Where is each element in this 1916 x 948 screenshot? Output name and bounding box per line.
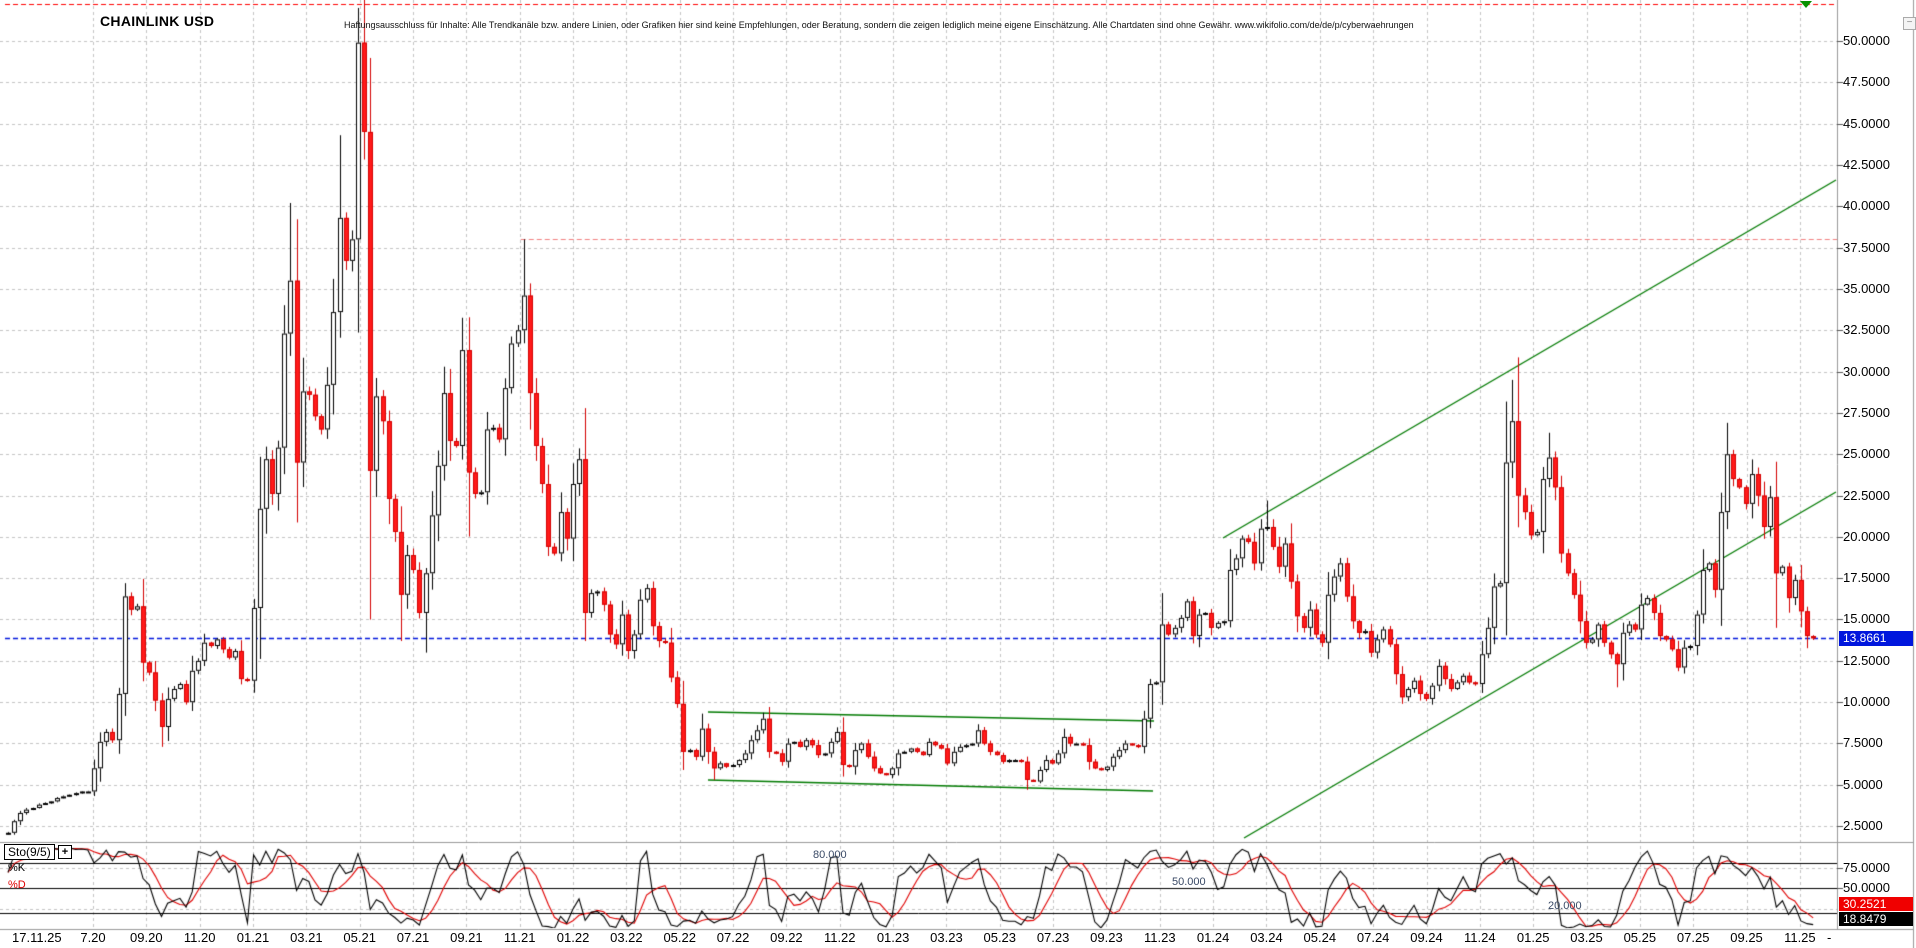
time-axis-label: 01.22 bbox=[556, 930, 590, 945]
time-axis-label: 05.25 bbox=[1623, 930, 1657, 945]
time-axis-label: 11.23 bbox=[1144, 930, 1176, 945]
stoch-k-legend: %K bbox=[8, 862, 26, 874]
time-axis-label: 11.22 bbox=[823, 930, 856, 945]
time-axis-label: 07.21 bbox=[396, 930, 430, 945]
stoch-d-value-tag: 30.2521 bbox=[1839, 897, 1913, 911]
time-axis-label: 09.21 bbox=[450, 930, 483, 945]
time-axis-label: - bbox=[1827, 930, 1832, 945]
time-axis-label: 11.24 bbox=[1464, 930, 1496, 945]
price-axis-label: 40.0000 bbox=[1843, 198, 1890, 214]
time-axis-label: 07.22 bbox=[716, 930, 750, 945]
price-axis-label: 2.5000 bbox=[1843, 818, 1883, 834]
time-axis-label: 17.11.25 bbox=[12, 930, 62, 945]
price-axis-label: 15.0000 bbox=[1843, 611, 1890, 627]
time-axis-label: 01.21 bbox=[236, 930, 270, 945]
chart-title: CHAINLINK USD bbox=[100, 13, 215, 29]
price-axis-label: 32.5000 bbox=[1843, 322, 1890, 338]
time-axis-label: 03.24 bbox=[1250, 930, 1283, 945]
time-axis-label: 07.25 bbox=[1676, 930, 1710, 945]
time-axis-label: 11.21 bbox=[503, 930, 536, 945]
disclaimer-text: Haftungsausschluss für Inhalte: Alle Tre… bbox=[344, 20, 1414, 30]
stoch-k-value-tag: 18.8479 bbox=[1839, 912, 1913, 926]
price-axis-label: 35.0000 bbox=[1843, 280, 1890, 296]
collapse-panel-icon[interactable]: − bbox=[1903, 17, 1916, 30]
stoch-axis-50: 50.0000 bbox=[1843, 880, 1890, 895]
price-axis-label: 7.5000 bbox=[1843, 735, 1883, 751]
time-axis-label: 09.23 bbox=[1090, 930, 1123, 945]
time-axis-label: 09.20 bbox=[130, 930, 163, 945]
last-price-tag: 13.8661 bbox=[1839, 631, 1913, 646]
time-axis-label: 03.22 bbox=[610, 930, 643, 945]
time-axis-label: 05.22 bbox=[663, 930, 696, 945]
price-axis-label: 47.5000 bbox=[1843, 74, 1890, 90]
stoch-level-80-label: 80.000 bbox=[813, 849, 847, 861]
indicator-expand-icon[interactable]: + bbox=[58, 845, 72, 859]
price-axis-label: 10.0000 bbox=[1843, 694, 1890, 710]
time-axis-label: 07.24 bbox=[1356, 930, 1390, 945]
chart-position-marker-icon bbox=[1800, 1, 1812, 8]
time-axis-label: 07.23 bbox=[1036, 930, 1070, 945]
price-axis-label: 50.0000 bbox=[1843, 33, 1890, 48]
time-axis-label: 03.25 bbox=[1570, 930, 1603, 945]
price-axis-label: 20.0000 bbox=[1843, 528, 1890, 544]
stoch-level-50-label: 50.000 bbox=[1172, 876, 1206, 888]
time-axis-label: 11.25 bbox=[1784, 930, 1816, 945]
price-axis-label: 22.5000 bbox=[1843, 487, 1890, 503]
time-axis-label: 05.21 bbox=[343, 930, 376, 945]
time-axis-label: 03.21 bbox=[290, 930, 323, 945]
indicator-label[interactable]: Sto(9/5) bbox=[4, 844, 55, 860]
stoch-d-legend: %D bbox=[8, 879, 26, 891]
price-axis-label: 25.0000 bbox=[1843, 446, 1890, 462]
price-axis-label: 37.5000 bbox=[1843, 239, 1890, 255]
price-axis-label: 42.5000 bbox=[1843, 156, 1890, 172]
time-axis-label: 05.23 bbox=[983, 930, 1017, 945]
price-axis-label: 45.0000 bbox=[1843, 115, 1890, 131]
time-axis-label: 01.24 bbox=[1196, 930, 1230, 945]
price-axis-label: 30.0000 bbox=[1843, 363, 1890, 379]
time-axis-label: 05.24 bbox=[1303, 930, 1337, 945]
price-axis-label: 27.5000 bbox=[1843, 404, 1890, 420]
price-axis-label: 12.5000 bbox=[1843, 652, 1890, 668]
time-axis-label: 01.23 bbox=[876, 930, 910, 945]
time-axis-label: 09.22 bbox=[770, 930, 803, 945]
time-axis-label: 09.24 bbox=[1410, 930, 1443, 945]
time-axis-label: 03.23 bbox=[930, 930, 963, 945]
price-axis-label: 17.5000 bbox=[1843, 570, 1890, 586]
price-axis-label: 5.0000 bbox=[1843, 776, 1883, 792]
time-axis-label: 11.20 bbox=[183, 930, 216, 945]
stoch-axis-75: 75.0000 bbox=[1843, 860, 1890, 875]
time-axis-label: 09.25 bbox=[1730, 930, 1763, 945]
time-axis-label: 7.20 bbox=[80, 930, 106, 945]
stoch-level-20-label: 20.000 bbox=[1548, 900, 1582, 912]
time-axis-label: 01.25 bbox=[1516, 930, 1550, 945]
